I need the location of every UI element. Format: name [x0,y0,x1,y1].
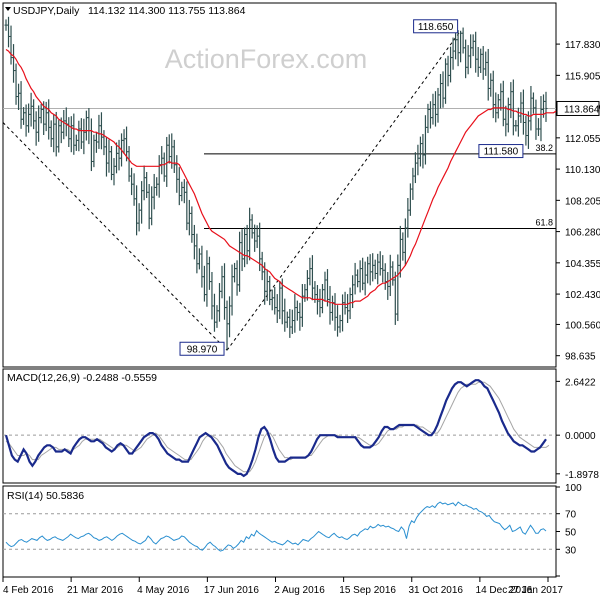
fib-level-label: 61.8 [535,218,553,228]
x-tick-label: 21 Mar 2016 [67,585,124,596]
x-tick-label: 31 Oct 2016 [409,585,464,596]
current-price-label: 113.864 [564,104,600,115]
macd-title: MACD(12,26,9) -0.2488 -0.5559 [7,372,157,384]
ohlc-label: 114.132 114.300 113.755 113.864 [88,5,246,17]
price-tick-label: 117.830 [565,40,600,51]
collapse-triangle-icon [5,7,11,11]
rsi-panel [2,485,557,578]
price-tick-label: 110.130 [565,165,600,176]
swing-label: 111.580 [484,147,519,158]
macd-panel [2,368,557,484]
price-tick-label: 104.355 [565,259,600,270]
price-tick-label: 112.055 [565,134,600,145]
x-tick-label: 15 Sep 2016 [339,585,396,596]
symbol-label: USDJPY,Daily [13,5,80,17]
x-tick-label: 2 Aug 2016 [274,585,325,596]
x-axis: 4 Feb 2016 21 Mar 2016 4 May 2016 17 Jun 20… [2,577,563,596]
fib-level-label: 38.2 [535,143,553,153]
moving-average-line [5,48,557,305]
x-tick-label: 17 Jun 2016 [204,585,259,596]
rsi-tick-label: 30 [565,545,577,556]
price-tick-label: 115.905 [565,71,600,82]
rsi-title: RSI(14) 50.5836 [7,490,84,502]
macd-axis-ticks: 2.6422 0.0000 -1.8978 [3,377,599,481]
rsi-line-layer [5,501,547,552]
rsi-tick-label: 100 [565,483,582,494]
rsi-axis-ticks: 100 70 50 30 [3,483,582,577]
rsi-tick-label: 70 [565,510,577,521]
current-price-tag [556,100,600,116]
swing-label: 118.650 [418,22,454,33]
price-tick-label: 108.205 [565,196,600,207]
price-tick-label: 106.280 [565,228,600,239]
swing-label-box [179,341,225,356]
macd-lines [4,379,550,478]
rsi-tick-label: 50 [565,528,577,539]
swing-label-box [413,19,459,34]
swing-label-box [478,144,524,159]
price-tick-label: 98.635 [565,352,596,363]
x-tick-label: 14 Dec 2016 [476,585,533,596]
macd-tick-label: 0.0000 [565,431,596,442]
rsi-line [5,501,547,552]
price-tick-label: 102.430 [565,290,600,301]
watermark-text: ActionForex.com [165,44,368,74]
price-bars [4,16,548,351]
macd-line [4,379,547,478]
x-tick-label: 27 Jan 2017 [508,585,563,596]
price-tick-label: 100.560 [565,320,600,331]
macd-tick-label: 2.6422 [565,377,596,388]
x-tick-label: 4 Feb 2016 [3,585,54,596]
price-annotations: 118.650 98.970 111.580 [179,19,524,356]
x-tick-label: 4 May 2016 [137,585,190,596]
moving-average-layer [5,48,557,305]
chart-header: USDJPY,Daily 114.132 114.300 113.755 113… [5,5,246,17]
macd-tick-label: -1.8978 [565,470,599,481]
swing-label: 98.970 [187,344,218,355]
dashed-trendlines [2,30,462,351]
trendline-down [2,122,228,351]
